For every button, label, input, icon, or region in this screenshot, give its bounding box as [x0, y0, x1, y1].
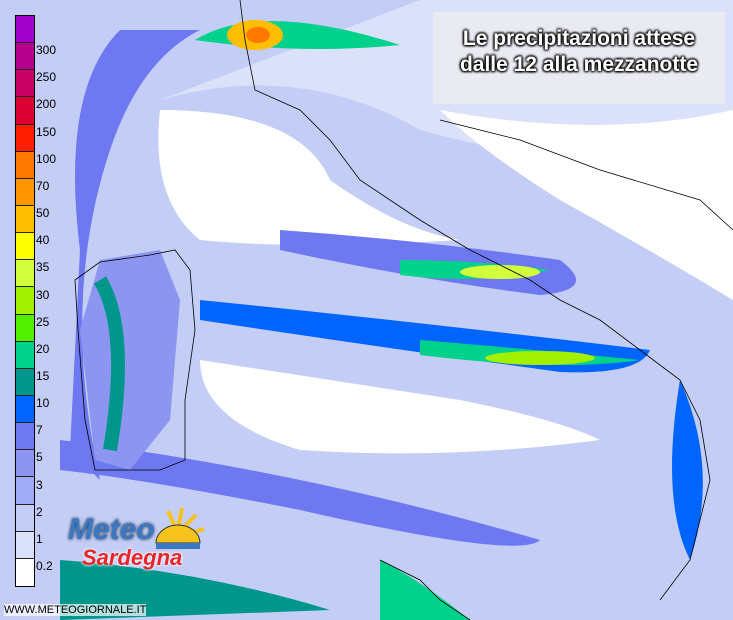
legend-label: 150: [36, 124, 57, 139]
legend-label: 1: [36, 531, 43, 546]
meteo-sardegna-logo: Meteo Sardegna: [66, 505, 216, 575]
legend-swatch: [16, 151, 34, 179]
legend-label: 250: [36, 70, 57, 85]
logo-line-2: Sardegna: [82, 545, 183, 570]
legend-label: 10: [36, 396, 50, 411]
legend-label: 2: [36, 504, 43, 519]
legend-swatch: [16, 395, 34, 424]
legend-swatch: [16, 504, 34, 532]
legend-label: 300: [36, 43, 57, 58]
legend-swatch: [16, 124, 34, 152]
map-title: Le precipitazioni attese dalle 12 alla m…: [433, 12, 725, 104]
legend-swatch: [16, 205, 34, 234]
legend-label: 20: [36, 341, 50, 356]
legend-swatch: [16, 70, 34, 98]
sun-icon: [155, 507, 205, 549]
legend-label: 40: [36, 233, 50, 248]
legend-label: 100: [36, 151, 57, 166]
legend-label: 70: [36, 178, 50, 193]
legend-label: 5: [36, 450, 43, 465]
legend-swatch: [16, 368, 34, 396]
precipitation-legend: [15, 15, 35, 587]
logo-line-1: Meteo: [68, 513, 155, 546]
legend-label: 25: [36, 314, 50, 329]
title-line-2: dalle 12 alla mezzanotte: [459, 53, 699, 76]
coastlines: [74, 0, 733, 620]
legend-swatch: [16, 287, 34, 315]
title-line-1: Le precipitazioni attese: [462, 27, 696, 50]
legend-swatch: [16, 558, 34, 586]
legend-label: 200: [36, 97, 57, 112]
legend-swatch: [16, 233, 34, 261]
legend-swatch: [16, 97, 34, 125]
legend-swatch: [16, 341, 34, 369]
legend-label: 3: [36, 477, 43, 492]
legend-label: 0.2: [36, 559, 53, 573]
legend-swatch: [16, 260, 34, 288]
legend-label: 35: [36, 260, 50, 275]
watermark-url: WWW.METEOGIORNALE.IT: [4, 604, 147, 616]
legend-swatch: [16, 43, 34, 71]
legend-label: 7: [36, 423, 43, 438]
legend-swatch: [16, 423, 34, 451]
legend-swatch: [16, 178, 34, 206]
legend-swatch: [16, 477, 34, 505]
legend-label: 15: [36, 368, 50, 383]
legend-label: 30: [36, 287, 50, 302]
legend-swatch: [16, 16, 34, 44]
legend-swatch: [16, 531, 34, 559]
legend-swatch: [16, 450, 34, 478]
precipitation-bands: [60, 0, 733, 620]
legend-swatch: [16, 314, 34, 342]
legend-label: 50: [36, 206, 50, 221]
